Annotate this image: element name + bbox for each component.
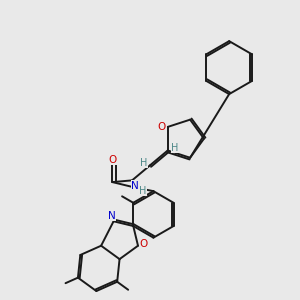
Text: N: N — [131, 181, 139, 190]
Text: N: N — [108, 211, 116, 221]
Text: O: O — [108, 155, 116, 165]
Text: H: H — [171, 143, 178, 153]
Text: O: O — [158, 122, 166, 132]
Text: H: H — [140, 158, 147, 168]
Text: O: O — [140, 239, 148, 249]
Text: H: H — [139, 186, 146, 196]
